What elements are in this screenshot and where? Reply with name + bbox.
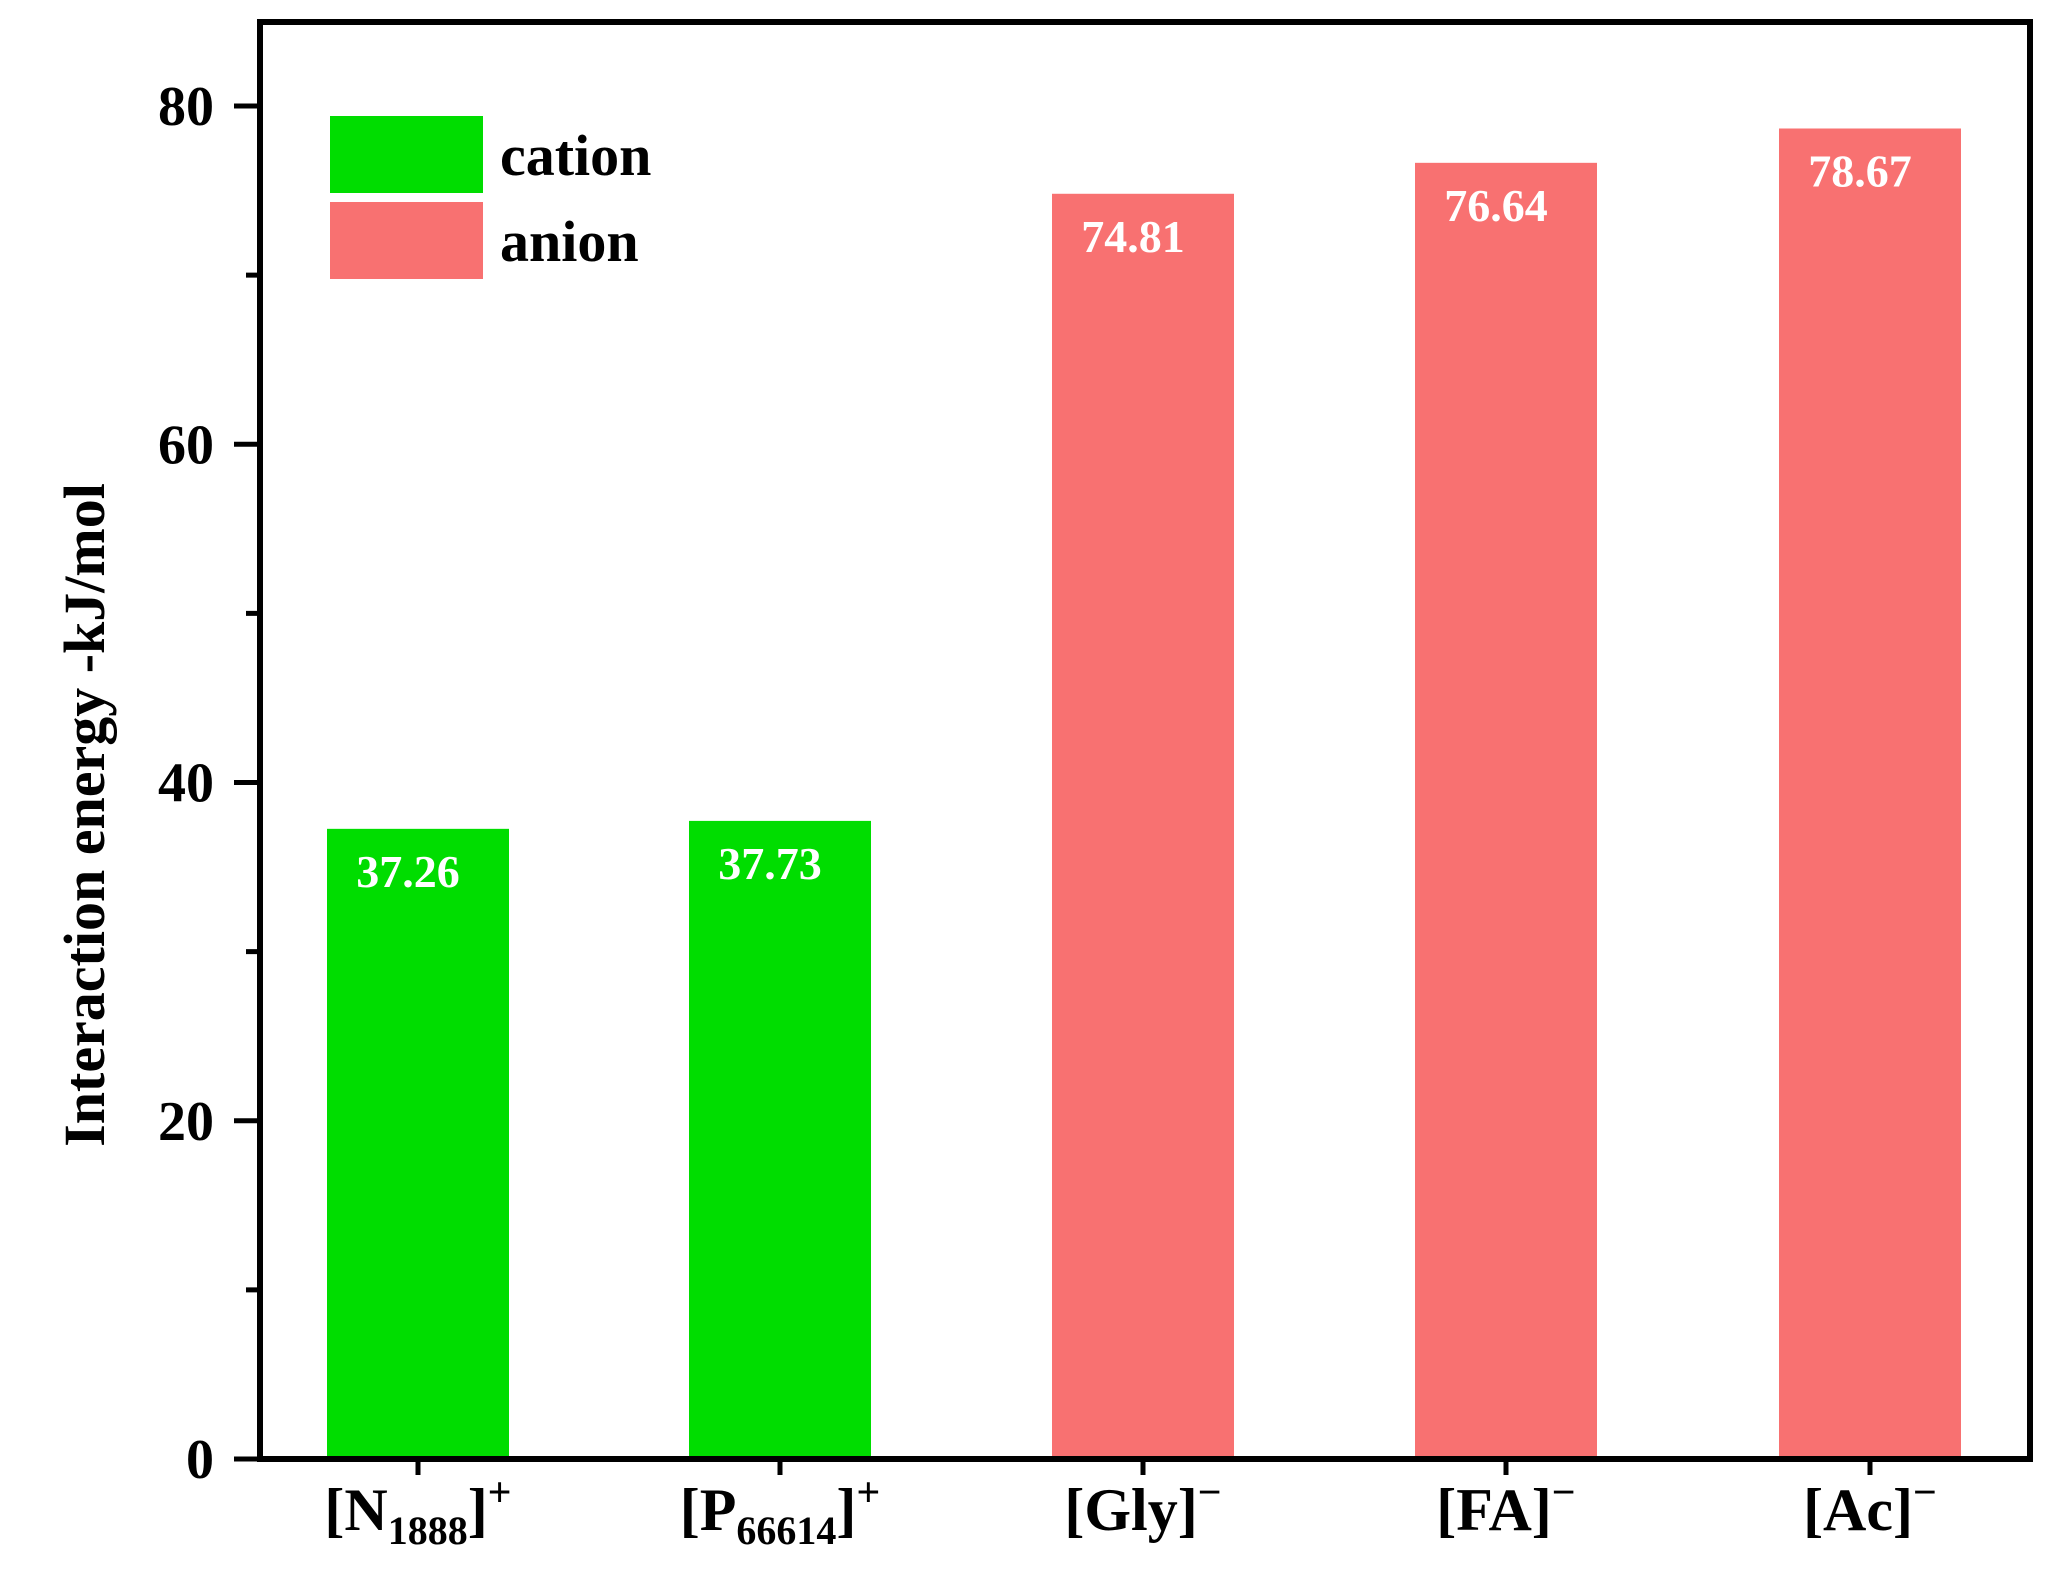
bar-value-label: 76.64 [1444, 180, 1548, 231]
bar-value-label: 78.67 [1808, 145, 1912, 196]
bar-value-label: 37.26 [356, 846, 460, 897]
x-tick-label: [FA]− [1436, 1470, 1575, 1543]
y-tick-label: 20 [158, 1091, 214, 1153]
y-axis-title: Interaction energy -kJ/mol [52, 483, 117, 1147]
bars-layer [327, 128, 1961, 1459]
legend-label-anion: anion [500, 209, 639, 274]
legend-swatch-cation [330, 116, 483, 193]
bar-anion [1052, 193, 1234, 1459]
legend: cation anion [330, 116, 651, 279]
x-tick-label: [Ac]− [1803, 1470, 1937, 1543]
x-tick-label: [Gly]− [1064, 1470, 1221, 1543]
legend-swatch-anion [330, 202, 483, 279]
y-axis: 0 20 40 60 80 [158, 76, 260, 1491]
value-labels-layer: 37.26 37.73 74.81 76.64 78.67 [356, 145, 1912, 896]
bar-value-label: 37.73 [718, 838, 822, 889]
x-tick-label: [P66614]+ [680, 1470, 881, 1553]
y-tick-label: 0 [186, 1429, 214, 1491]
x-tick-label: [N1888]+ [324, 1470, 511, 1553]
x-axis: [N1888]+ [P66614]+ [Gly]− [FA]− [Ac]− [324, 1459, 1937, 1553]
y-tick-label: 60 [158, 414, 214, 476]
legend-label-cation: cation [500, 123, 651, 188]
y-tick-label: 40 [158, 753, 214, 815]
bar-anion [1415, 162, 1597, 1459]
bar-anion [1779, 128, 1961, 1459]
bar-cation [327, 828, 509, 1459]
bar-value-label: 74.81 [1081, 211, 1185, 262]
y-tick-label: 80 [158, 76, 214, 138]
bar-cation [689, 820, 871, 1459]
